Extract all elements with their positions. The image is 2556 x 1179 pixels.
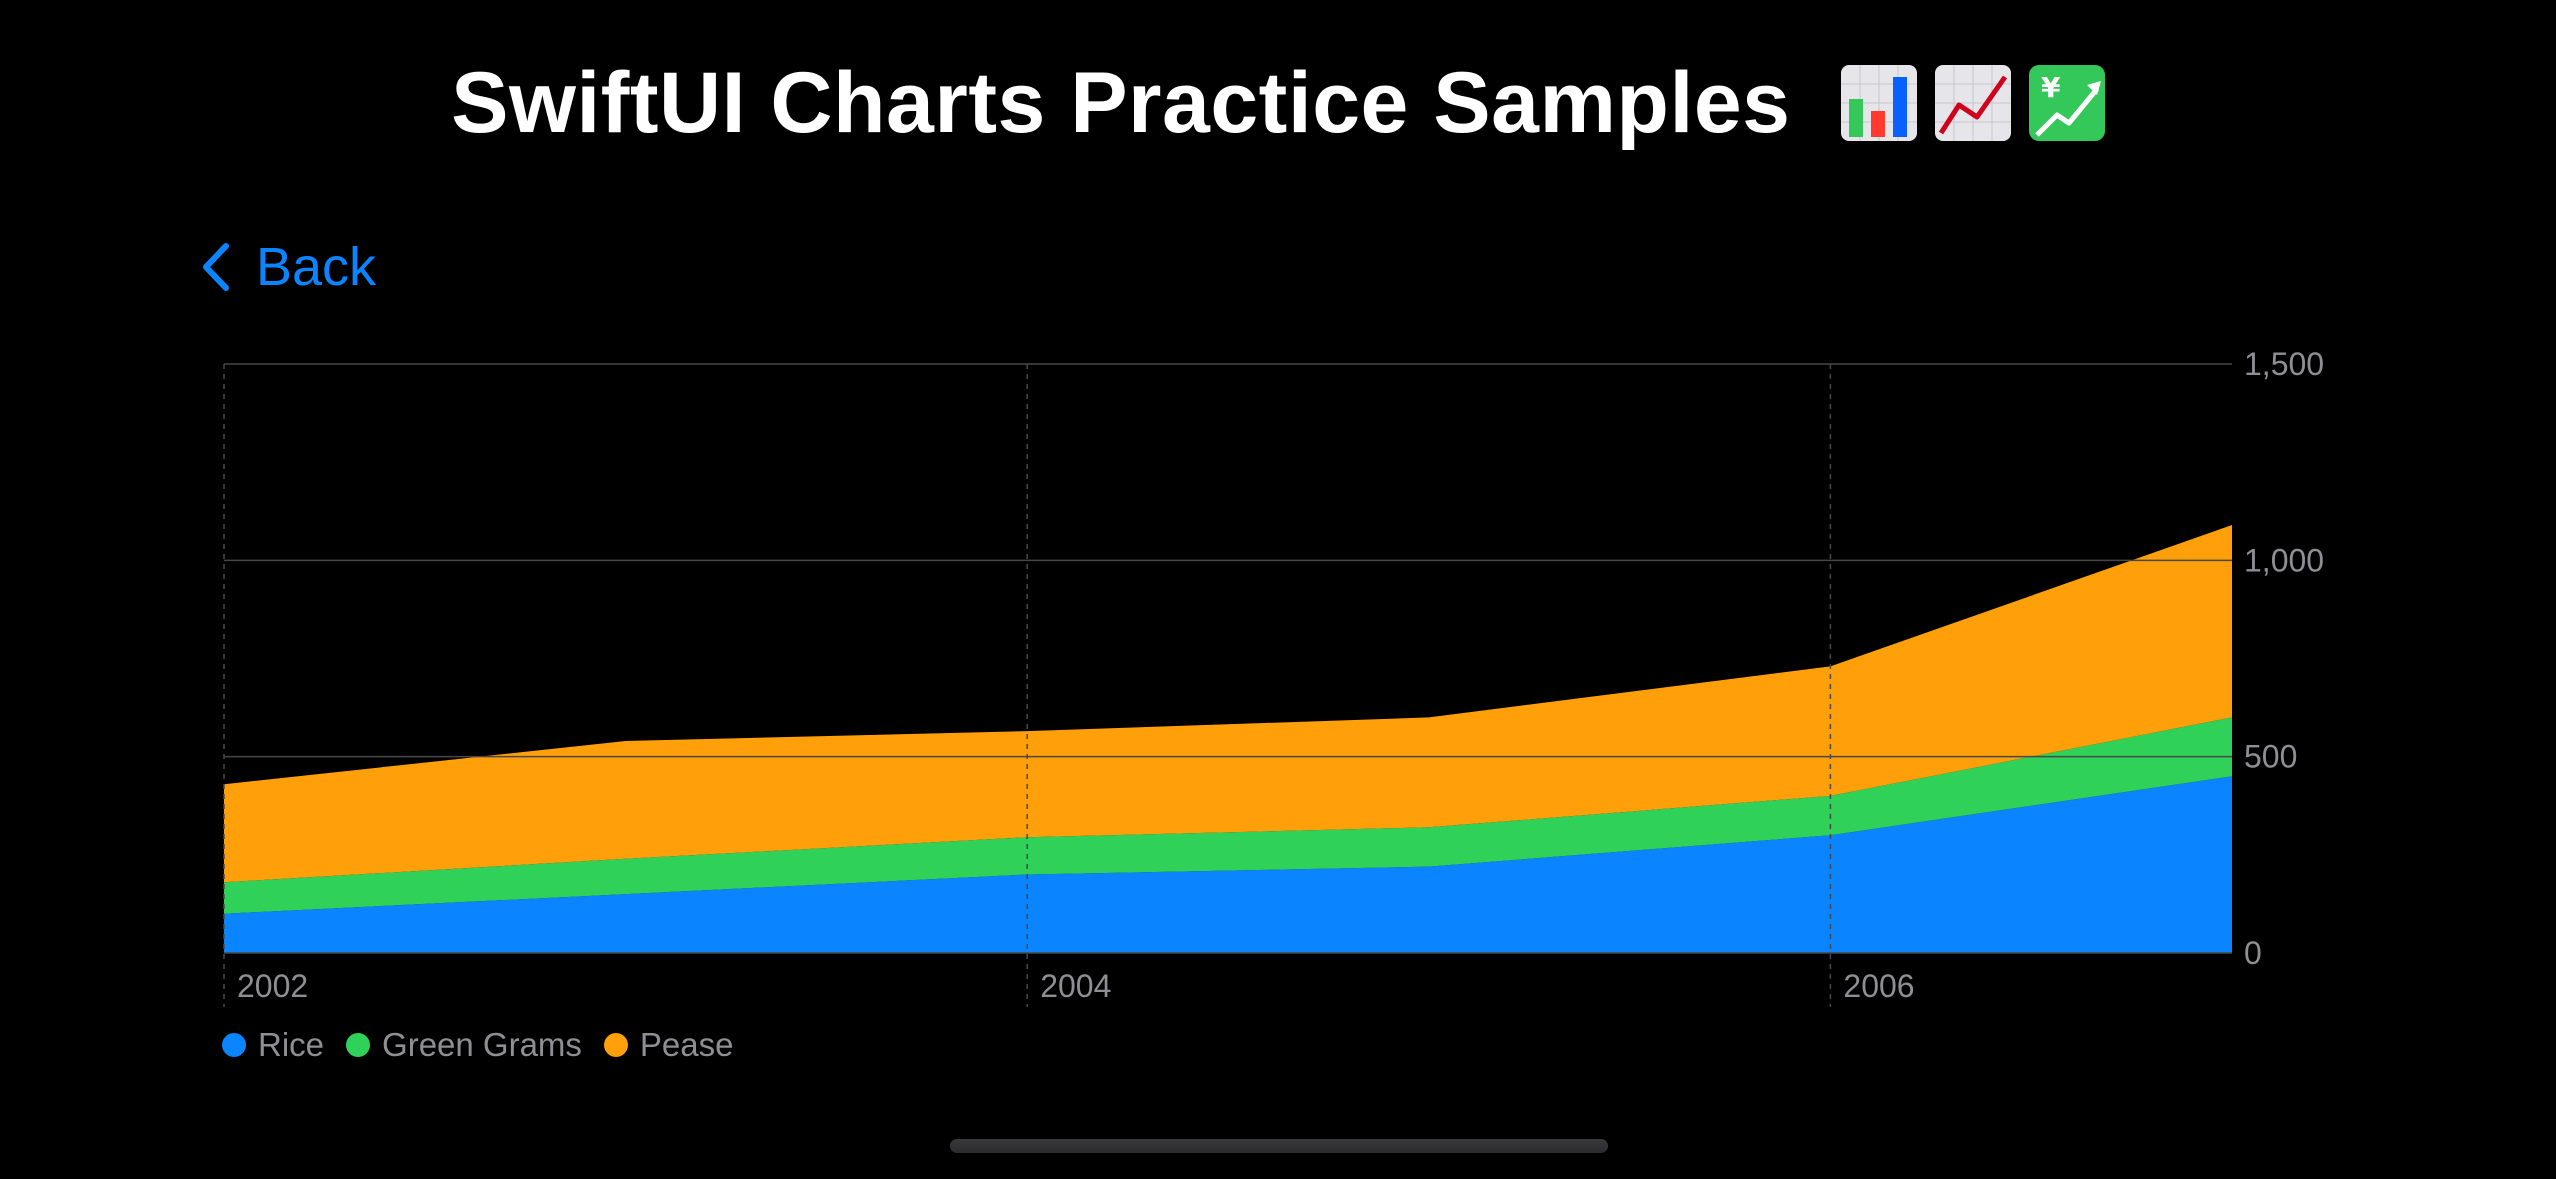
area-series-green-grams xyxy=(224,717,2232,914)
bar-chart-emoji-icon xyxy=(1840,65,1917,142)
area-series-pease xyxy=(224,525,2232,883)
legend-item: Rice xyxy=(222,1026,324,1064)
back-button[interactable]: Back xyxy=(198,232,376,302)
x-tick-label: 2004 xyxy=(1040,968,1111,1004)
legend-swatch xyxy=(603,1033,628,1057)
legend-label: Rice xyxy=(258,1026,325,1063)
y-tick-label: 1,500 xyxy=(2244,346,2324,382)
legend-label: Green Grams xyxy=(382,1026,582,1063)
x-tick-label: 2002 xyxy=(237,968,308,1004)
x-tick-label: 2006 xyxy=(1843,968,1914,1004)
chart-yen-emoji-icon: ¥ xyxy=(2028,65,2105,142)
page-title: SwiftUI Charts Practice Samples xyxy=(0,48,2556,153)
chart-increasing-emoji-icon xyxy=(1934,65,2011,142)
y-tick-label: 500 xyxy=(2244,739,2297,775)
y-tick-label: 1,000 xyxy=(2244,542,2324,578)
page-title-text: SwiftUI Charts Practice Samples xyxy=(451,54,1791,151)
legend-item: Green Grams xyxy=(346,1026,582,1064)
chart-legend: Rice Green Grams Pease xyxy=(222,1026,734,1064)
area-series-rice xyxy=(224,776,2232,953)
title-emojis: ¥ xyxy=(1840,65,2105,142)
chevron-left-icon xyxy=(203,243,229,291)
legend-swatch xyxy=(222,1033,246,1057)
legend-label: Pease xyxy=(639,1026,734,1063)
svg-text:¥: ¥ xyxy=(2041,71,2061,104)
legend-swatch xyxy=(346,1033,371,1057)
back-button-label: Back xyxy=(256,237,377,297)
home-indicator[interactable] xyxy=(950,1139,1608,1153)
legend-item: Pease xyxy=(603,1026,734,1064)
y-tick-label: 0 xyxy=(2244,935,2262,971)
